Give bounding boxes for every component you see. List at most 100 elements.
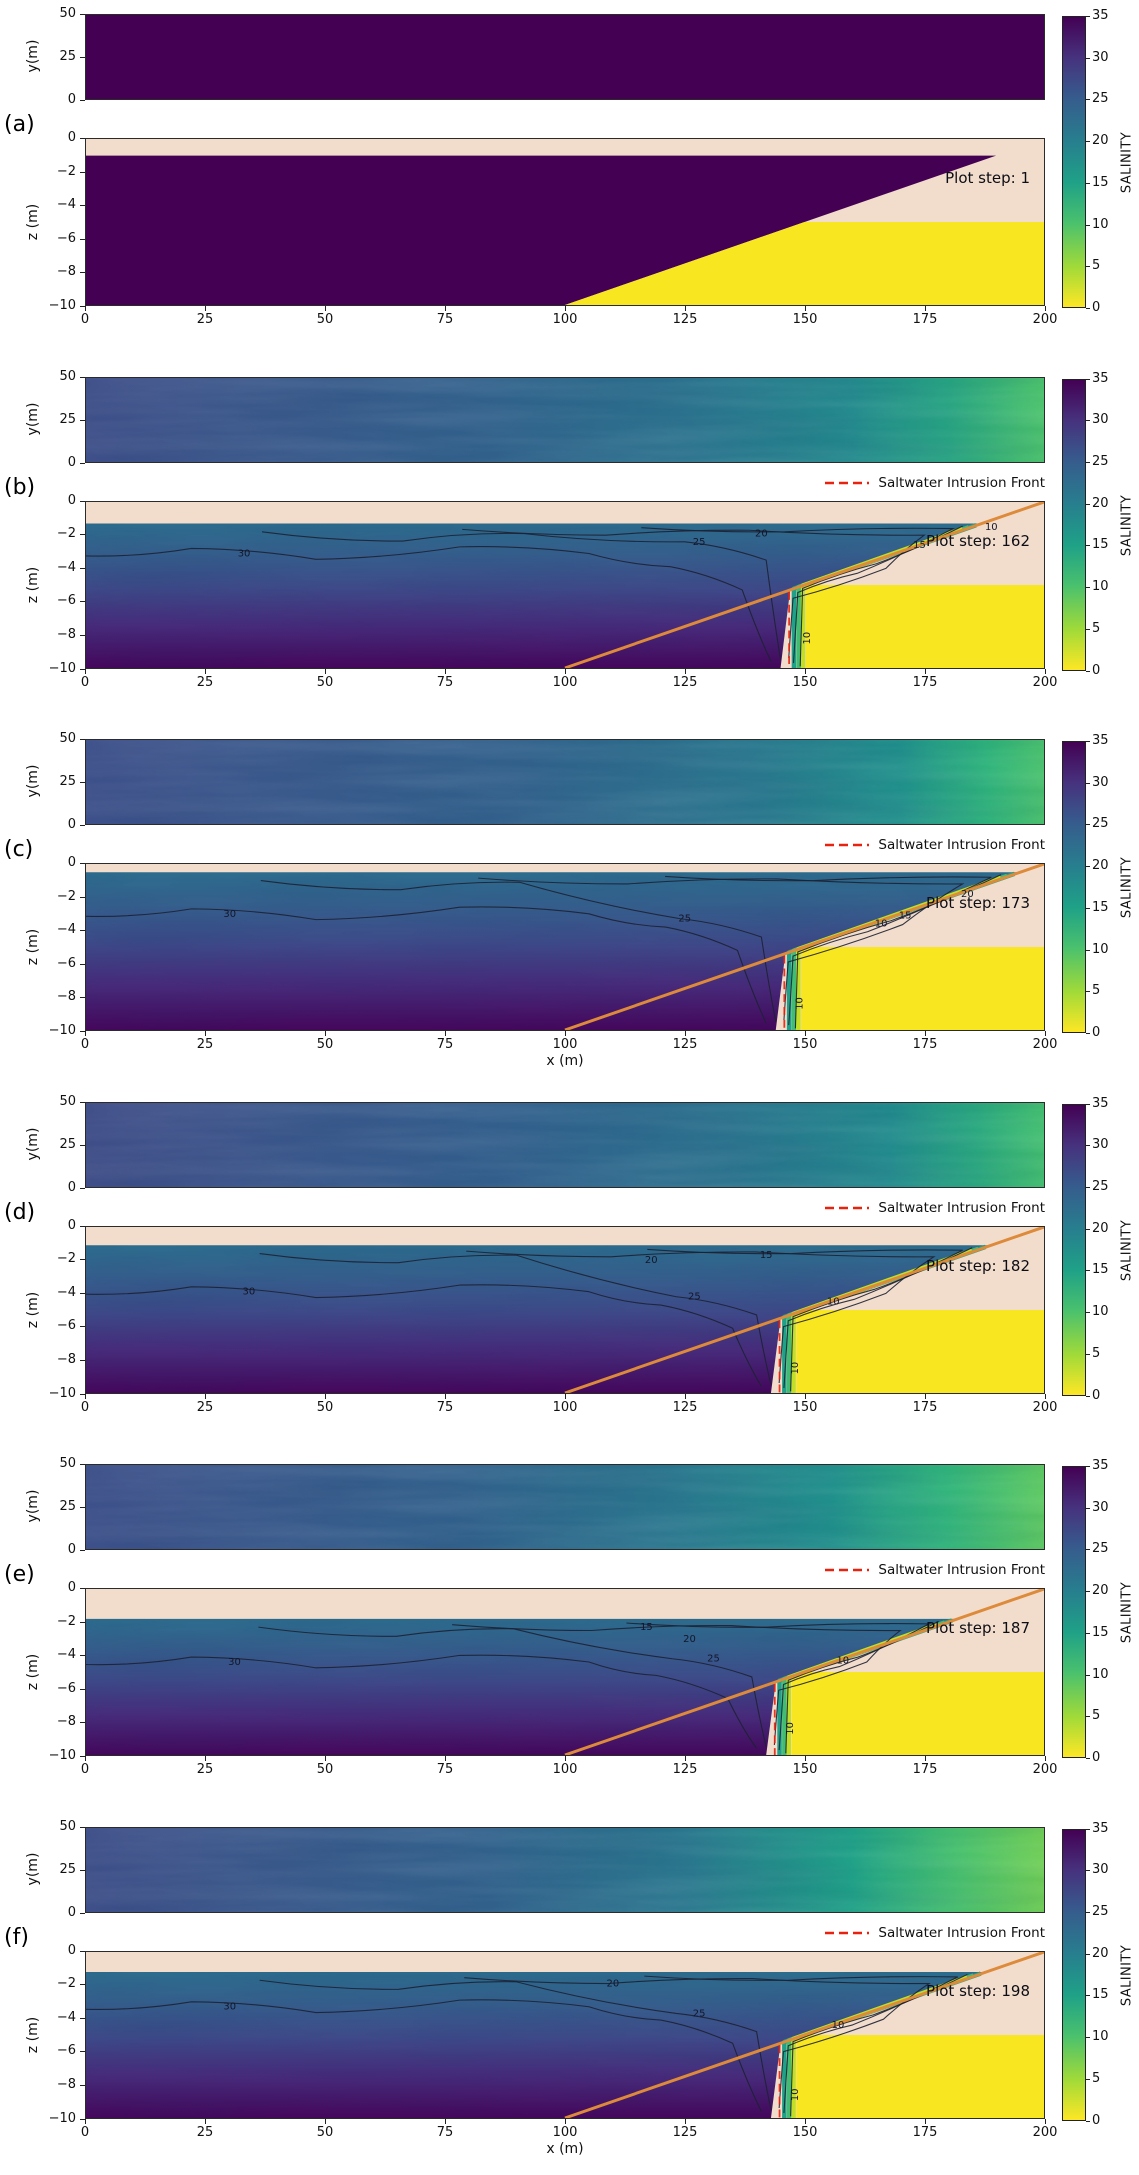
z-tick-mark [80, 997, 85, 999]
z-tick-label: −8 [56, 989, 76, 1005]
colorbar-tick-mark [1086, 99, 1090, 101]
colorbar-tick-label: 15 [1092, 1624, 1109, 1640]
x-tick-label: 175 [912, 1762, 938, 1777]
z-tick-mark [80, 1588, 85, 1589]
y-tick-mark [80, 1869, 85, 1871]
x-tick-mark [205, 1756, 206, 1761]
colorbar-tick-label: 10 [1092, 579, 1109, 595]
x-tick-label: 125 [672, 1762, 698, 1777]
y-tick-label: 25 [59, 1136, 76, 1152]
plot-step-badge: Plot step: 1 [945, 169, 1030, 187]
z-tick-label: −2 [56, 1976, 76, 1992]
colorbar-tick-mark [1086, 628, 1090, 630]
y-tick-label: 0 [67, 1179, 76, 1195]
colorbar-tick-mark [1086, 1186, 1090, 1188]
y-tick-mark [80, 376, 85, 378]
colorbar-tick-label: 35 [1092, 8, 1109, 23]
plot-step-badge: Plot step: 173 [926, 894, 1030, 912]
y-axis-label: y(m) [25, 402, 41, 435]
z-tick-mark [80, 1259, 85, 1261]
z-tick-mark [80, 534, 85, 536]
colorbar-tick-mark [1086, 1145, 1090, 1147]
z-tick-label: −10 [48, 1385, 76, 1401]
panel-label: (e) [4, 1562, 35, 1587]
colorbar-tick-label: 0 [1092, 1387, 1101, 1403]
legend-label: Saltwater Intrusion Front [878, 837, 1045, 853]
z-tick-label: −8 [56, 1351, 76, 1367]
x-tick-mark [1045, 1756, 1046, 1761]
colorbar [1062, 741, 1086, 1033]
panel-label: (b) [4, 474, 36, 500]
y-tick-label: 50 [59, 368, 76, 384]
x-tick-mark [925, 2118, 926, 2124]
x-tick-mark [445, 1031, 446, 1036]
plan-view-canvas [86, 740, 1044, 824]
z-tick-label: −6 [56, 2043, 76, 2059]
x-tick-mark [685, 306, 686, 311]
x-tick-mark [1045, 1031, 1046, 1036]
z-axis-label: z (m) [25, 1653, 41, 1691]
x-tick-label: 0 [80, 1037, 90, 1052]
x-tick-mark [85, 1756, 86, 1761]
z-tick-label: 0 [67, 1217, 76, 1233]
z-tick-mark [80, 1225, 85, 1227]
x-tick-label: 75 [436, 312, 454, 327]
z-tick-mark [80, 567, 85, 569]
y-tick-label: 25 [59, 49, 76, 64]
x-tick-mark [925, 306, 926, 311]
contour-label: 10 [985, 521, 998, 532]
x-tick-label: 0 [80, 2124, 90, 2140]
colorbar-tick-mark [1086, 16, 1090, 17]
colorbar [1062, 1466, 1086, 1758]
panel-b: (b) 50 25 0 y(m) Saltwater Intrusion Front 30 2… [0, 363, 1139, 725]
y-axis-label: y(m) [25, 1127, 41, 1160]
plan-view-plot [85, 1101, 1045, 1188]
x-tick-mark [685, 1393, 686, 1399]
colorbar-tick-label: 0 [1092, 2112, 1101, 2128]
z-tick-label: −10 [48, 298, 76, 313]
x-tick-mark [565, 1393, 566, 1399]
z-tick-mark [80, 1393, 85, 1395]
y-axis-label: y(m) [25, 1489, 41, 1523]
colorbar-tick-label: 20 [1092, 133, 1109, 149]
y-tick-mark [80, 1826, 85, 1828]
x-tick-label: 100 [552, 2124, 578, 2140]
x-tick-label: 125 [672, 1399, 698, 1415]
contour-label: 25 [678, 914, 691, 925]
colorbar-tick-mark [1086, 1270, 1090, 1272]
colorbar-tick-mark [1086, 866, 1090, 868]
colorbar-tick-mark [1086, 2037, 1090, 2039]
cross-section-plot: 30 25 20 15 10 10 Plot step: 162 [85, 500, 1045, 669]
colorbar-tick-label: 35 [1092, 1820, 1109, 1836]
colorbar-tick-label: 25 [1092, 816, 1109, 832]
x-tick-mark [445, 1756, 446, 1761]
contour-label: 30 [223, 909, 236, 920]
x-tick-mark [445, 668, 446, 674]
colorbar [1062, 16, 1086, 308]
z-tick-mark [80, 2118, 85, 2120]
panel-label: (a) [4, 112, 35, 137]
colorbar-tick-mark [1086, 949, 1090, 951]
x-tick-mark [325, 2118, 326, 2124]
plan-view-canvas [86, 1102, 1044, 1187]
contour-label: 10 [832, 2020, 845, 2031]
colorbar [1062, 1828, 1086, 2121]
x-tick-mark [805, 1393, 806, 1399]
x-tick-label: 75 [436, 674, 454, 690]
x-tick-label: 75 [436, 1399, 454, 1415]
z-tick-mark [80, 1984, 85, 1986]
colorbar-label: SALINITY [1119, 856, 1135, 919]
colorbar-tick-mark [1086, 420, 1090, 422]
colorbar-tick-label: 10 [1092, 2029, 1109, 2045]
z-tick-mark [80, 2084, 85, 2086]
colorbar-tick-label: 5 [1092, 1708, 1101, 1724]
contour-label: 30 [223, 2001, 236, 2012]
red-dashed-line-icon [825, 1206, 870, 1209]
z-tick-label: −2 [56, 163, 76, 179]
z-tick-label: −2 [56, 526, 76, 542]
z-tick-mark [80, 1621, 85, 1623]
z-tick-mark [80, 1359, 85, 1361]
colorbar-tick-label: 10 [1092, 1304, 1109, 1320]
x-tick-label: 0 [80, 1399, 90, 1415]
y-axis-label: y(m) [25, 764, 41, 798]
